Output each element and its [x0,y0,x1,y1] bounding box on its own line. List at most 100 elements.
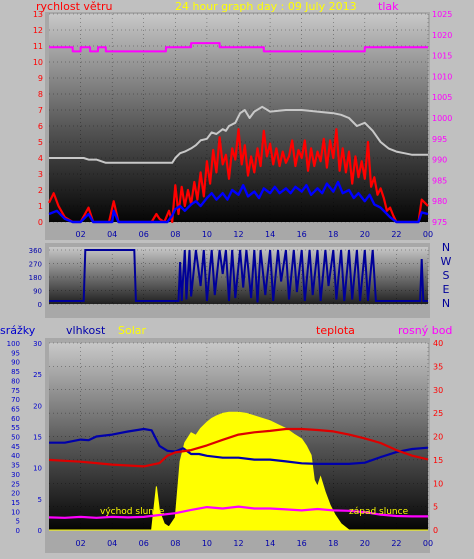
panel1-right-tick: 985 [432,176,447,185]
precipitation-label: srážky [0,324,36,337]
panel2-y-tick: 180 [29,274,42,282]
panel1-left-tick: 1 [38,202,43,211]
panel3-x-tick: 18 [328,539,338,548]
panel1-right-tick: 1005 [432,93,452,102]
panel3-x-tick: 16 [297,539,307,548]
panel3-temp-tick: 35 [433,362,443,371]
panel1-left-tick: 9 [38,74,43,83]
panel3-precip-tick: 85 [11,368,20,376]
panel1-left-tick: 6 [38,122,43,131]
panel3-temp-tick: 25 [433,409,443,418]
panel1-left-tick: 10 [33,58,43,67]
pressure-label: tlak [378,0,399,13]
panel1-x-tick: 18 [328,230,338,239]
panel1-left-tick: 11 [33,42,43,51]
panel1-x-tick: 04 [107,230,117,239]
panel1-right-tick: 995 [432,135,447,144]
panel3-x-tick: 12 [233,539,243,548]
panel3-precip-tick: 50 [11,434,20,442]
panel3-series-temperature [48,427,429,468]
panel3-x-tick: 14 [265,539,275,548]
panel1-series-wind_avg [48,180,429,224]
panel3-precip-tick: 100 [7,340,20,348]
panel2-y-tick: 270 [29,261,42,269]
dew-point-label: rosný bod [398,324,452,337]
panel1-right-tick: 1010 [432,72,452,81]
panel1-ticks: 0123456789101112139759809859909951000100… [33,10,453,239]
panel3-precip-tick: 70 [11,396,20,404]
panel1-left-tick: 8 [38,90,43,99]
panel3-series-solar [49,411,428,531]
panel3-temp-tick: 40 [433,339,443,348]
panel3-precip-tick: 30 [11,471,20,479]
humidity-label: vlhkost [66,324,106,337]
panel3-precip-tick: 5 [16,518,20,526]
panel3-precip-tick: 10 [11,508,20,516]
wind-speed-label: rychlost větru [36,0,112,13]
compass-letter: W [441,255,452,268]
sunrise-label: východ slunce [100,507,165,517]
panel3-precip-tick: 90 [11,359,20,367]
panel3-x-tick: 06 [139,539,149,548]
panel1-left-tick: 4 [38,154,43,163]
compass-letter: S [443,269,450,282]
panel3-humidity-tick: 15 [33,434,42,442]
panel1-x-tick: 22 [391,230,401,239]
panel3-precip-tick: 20 [11,490,20,498]
panel3-temp-tick: 0 [433,526,438,535]
panel3-humidity-tick: 0 [38,527,42,535]
panel2-series [49,249,428,303]
panel2-y-tick: 360 [29,247,42,255]
panel3-precip-tick: 40 [11,452,20,460]
panel3-temp-tick: 5 [433,503,438,512]
panel3-temp-tick: 10 [433,479,443,488]
compass-letter: N [442,297,450,310]
panel1-left-tick: 13 [33,10,43,19]
panel3-humidity-tick: 20 [33,402,42,410]
chart-title: 24 hour graph day : 09 July 2013 [175,0,357,13]
panel1-series [48,42,429,224]
panel1-series-wind [48,128,429,224]
panel2-series-direction [49,249,428,303]
panel1-x-tick: 02 [75,230,85,239]
compass-letter: N [442,241,450,254]
panel3-series-humidity [49,427,429,465]
panel3-precip-tick: 25 [11,480,20,488]
panel1-right-tick: 975 [432,218,447,227]
panel3-humidity-tick: 5 [38,496,42,504]
panel3-precip-tick: 75 [11,387,20,395]
panel3-precip-tick: 55 [11,424,20,432]
panel2-y-tick: 0 [38,301,42,309]
panel3-humidity-tick: 30 [33,340,42,348]
panel3-x-tick: 08 [170,539,180,548]
panel3-precip-tick: 95 [11,349,20,357]
compass-letter: E [443,283,450,296]
panel3-precip-tick: 0 [16,527,20,535]
panel1-x-tick: 16 [297,230,307,239]
panel3-precip-tick: 65 [11,405,20,413]
panel1-grid [49,13,429,223]
panel1-x-tick: 20 [360,230,370,239]
panel3-humidity-tick: 10 [33,465,42,473]
panel3-x-tick: 04 [107,539,117,548]
sunset-label: západ slunce [349,507,409,517]
panel1-left-tick: 12 [33,26,43,35]
panel3-precip-tick: 60 [11,415,20,423]
solar-label: Solar [118,324,147,337]
temperature-label: teplota [316,324,355,337]
panel3-humidity-tick: 25 [33,371,42,379]
panel3-ticks: 0510152025303540051015202530354045505560… [7,339,444,548]
panel3-x-tick: 00 [423,539,433,548]
panel1-right-tick: 990 [432,156,447,165]
panel3-x-tick: 10 [202,539,212,548]
panel1-left-tick: 5 [38,138,43,147]
panel1-left-tick: 7 [38,106,43,115]
panel3-temp-tick: 20 [433,433,443,442]
panel3-x-tick: 02 [75,539,85,548]
panel3-temp-tick: 30 [433,386,443,395]
panel3-precip-tick: 80 [11,377,20,385]
panel1-x-tick: 08 [170,230,180,239]
panel2-y-tick: 90 [33,288,42,296]
